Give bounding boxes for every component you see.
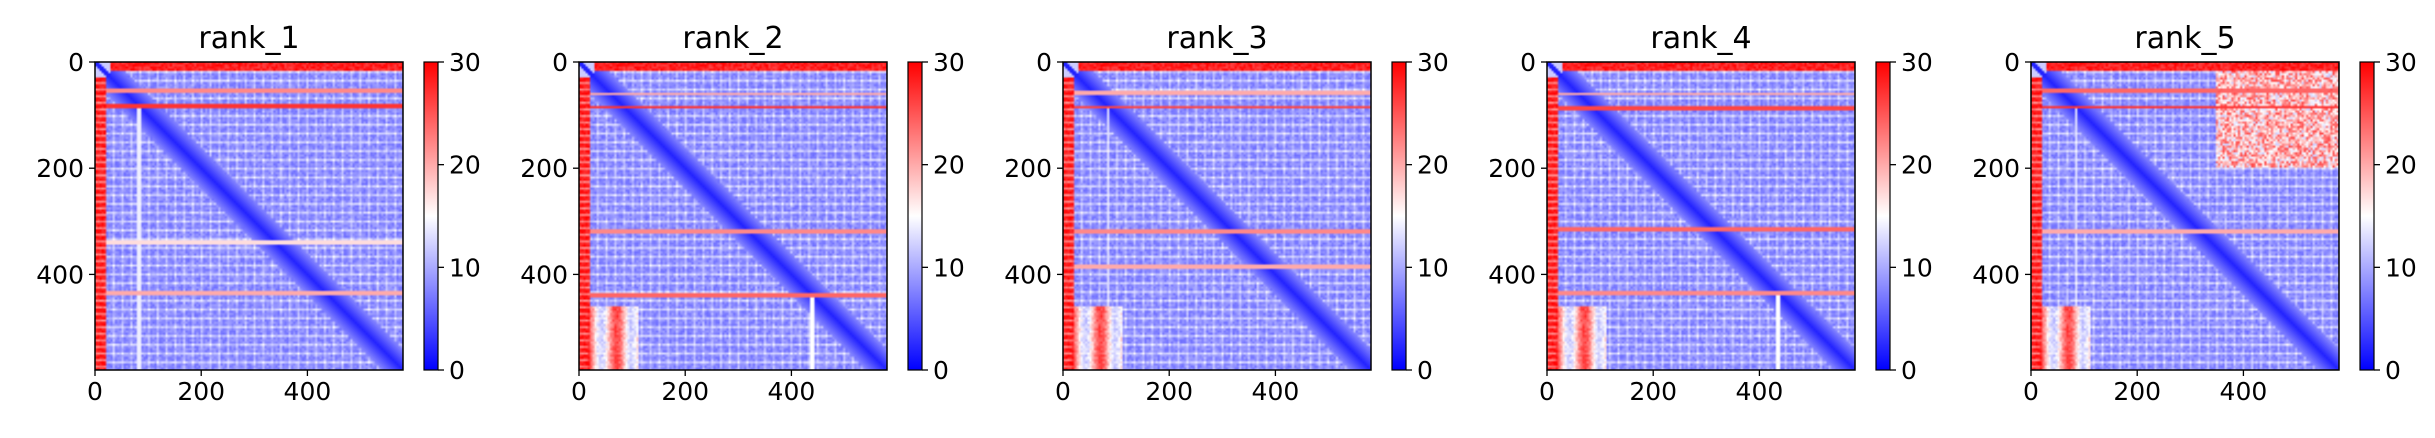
heatmap-image [1547, 62, 1855, 370]
x-tick-label: 200 [177, 377, 225, 406]
heatmap-image [95, 62, 403, 370]
x-tick-label: 200 [661, 377, 709, 406]
colorbar [2360, 62, 2374, 370]
colorbar-tick-label: 20 [449, 151, 481, 180]
x-tick-label: 0 [2023, 377, 2039, 406]
colorbar-tick-label: 0 [1417, 356, 1433, 385]
colorbar [1392, 62, 1406, 370]
x-tick-label: 0 [1539, 377, 1555, 406]
panel-title: rank_3 [1166, 21, 1267, 56]
heatmap-image [1063, 62, 1371, 370]
y-tick-label: 0 [68, 48, 84, 77]
colorbar-tick-label: 20 [2385, 151, 2417, 180]
colorbar [424, 62, 438, 370]
colorbar-tick-label: 10 [933, 253, 965, 282]
y-tick-label: 0 [1520, 48, 1536, 77]
y-tick-label: 200 [36, 154, 84, 183]
axes-frame [1062, 61, 1372, 371]
heatmap-panel-2: rank_2 0 200 400 0 200 400 0 10 20 30 [520, 21, 965, 406]
x-tick-label: 200 [1629, 377, 1677, 406]
colorbar-tick-label: 0 [449, 356, 465, 385]
colorbar-tick-label: 0 [933, 356, 949, 385]
x-tick-label: 400 [284, 377, 332, 406]
y-tick-label: 400 [1488, 260, 1536, 289]
colorbar-tick-label: 10 [1901, 253, 1933, 282]
y-tick-label: 0 [2004, 48, 2020, 77]
x-tick-label: 400 [2220, 377, 2268, 406]
x-tick-label: 200 [1145, 377, 1193, 406]
axes-frame [94, 61, 404, 371]
colorbar-frame [1391, 61, 1407, 371]
x-tick-label: 400 [768, 377, 816, 406]
colorbar-tick-label: 10 [1417, 253, 1449, 282]
colorbar-tick-label: 30 [1901, 48, 1933, 77]
heatmap-image [2031, 62, 2339, 370]
heatmap-panel-1: rank_1 0 200 400 0 200 400 0 10 20 30 [36, 21, 481, 406]
colorbar-frame [423, 61, 439, 371]
colorbar-tick-label: 10 [449, 253, 481, 282]
y-tick-label: 200 [1488, 154, 1536, 183]
colorbar-tick-label: 0 [2385, 356, 2401, 385]
heatmap-panel-4: rank_4 0 200 400 0 200 400 0 10 20 30 [1488, 21, 1933, 406]
colorbar-tick-label: 10 [2385, 253, 2417, 282]
axes-frame [1546, 61, 1856, 371]
colorbar-frame [907, 61, 923, 371]
panel-title: rank_1 [198, 21, 299, 56]
x-tick-label: 0 [1055, 377, 1071, 406]
colorbar-tick-label: 20 [933, 151, 965, 180]
y-tick-label: 200 [1004, 154, 1052, 183]
y-tick-label: 400 [520, 260, 568, 289]
x-tick-label: 0 [87, 377, 103, 406]
heatmap-panel-3: rank_3 0 200 400 0 200 400 0 10 20 30 [1004, 21, 1449, 406]
y-tick-label: 400 [36, 260, 84, 289]
heatmap-panel-5: rank_5 0 200 400 0 200 400 0 10 20 30 [1972, 21, 2417, 406]
x-tick-label: 400 [1736, 377, 1784, 406]
colorbar-tick-label: 20 [1901, 151, 1933, 180]
x-tick-label: 200 [2113, 377, 2161, 406]
colorbar-tick-label: 30 [449, 48, 481, 77]
y-tick-label: 0 [1036, 48, 1052, 77]
y-tick-label: 200 [520, 154, 568, 183]
colorbar-tick-label: 30 [2385, 48, 2417, 77]
colorbar-tick-label: 30 [1417, 48, 1449, 77]
x-tick-label: 400 [1252, 377, 1300, 406]
x-tick-label: 0 [571, 377, 587, 406]
colorbar-frame [2359, 61, 2375, 371]
colorbar-tick-label: 30 [933, 48, 965, 77]
axes-frame [578, 61, 888, 371]
colorbar [1876, 62, 1890, 370]
y-tick-label: 400 [1972, 260, 2020, 289]
colorbar-tick-label: 20 [1417, 151, 1449, 180]
y-tick-label: 200 [1972, 154, 2020, 183]
panel-title: rank_5 [2134, 21, 2235, 56]
panel-title: rank_2 [682, 21, 783, 56]
colorbar [908, 62, 922, 370]
y-tick-label: 400 [1004, 260, 1052, 289]
colorbar-frame [1875, 61, 1891, 371]
heatmap-image [579, 62, 887, 370]
panel-title: rank_4 [1650, 21, 1751, 56]
colorbar-tick-label: 0 [1901, 356, 1917, 385]
y-tick-label: 0 [552, 48, 568, 77]
axes-frame [2030, 61, 2340, 371]
